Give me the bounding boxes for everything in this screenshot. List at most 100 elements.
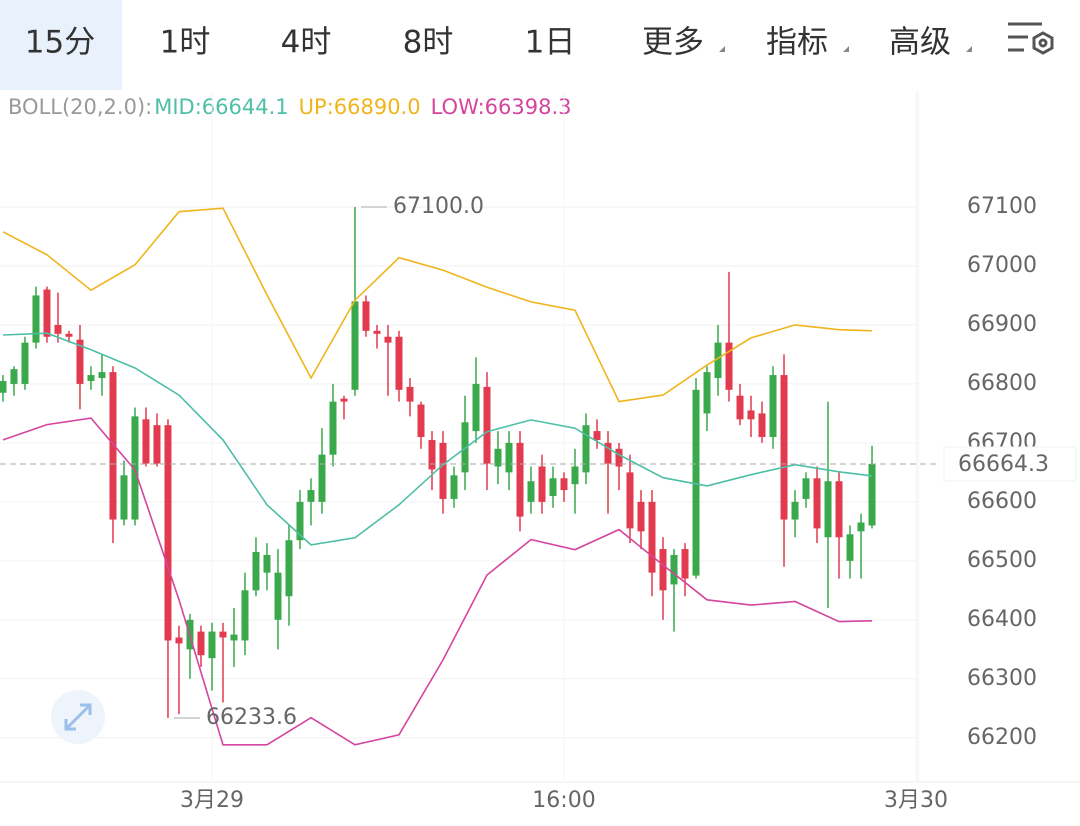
candle-body: [813, 478, 821, 529]
candle-body: [472, 383, 480, 432]
candle-body: [516, 442, 524, 517]
tab[interactable]: 1时: [160, 25, 211, 61]
y-tick-label: 66300: [967, 666, 1037, 691]
legend-label: BOLL(20,2.0):: [8, 95, 152, 119]
candle-body: [439, 442, 447, 499]
candle-body: [131, 416, 139, 520]
candle-body: [208, 631, 216, 659]
x-tick-label: 3月29: [180, 788, 244, 813]
x-tick-label: 3月30: [884, 788, 948, 813]
dropdown-arrow: [966, 46, 972, 52]
candle-body: [450, 475, 458, 499]
tab[interactable]: 指标: [766, 25, 828, 61]
selected-tab-bg: [0, 0, 122, 90]
candle-body: [120, 475, 128, 520]
tab[interactable]: 15分: [25, 25, 95, 61]
annotation-label: 66233.6: [206, 705, 297, 730]
candle-body: [725, 342, 733, 390]
candle-body: [219, 631, 227, 638]
candle-body: [582, 425, 590, 473]
candle-body: [549, 478, 557, 496]
indicator-legend: BOLL(20,2.0):MID:66644.1 UP:66890.0 LOW:66…: [8, 95, 572, 119]
candle-body: [395, 336, 403, 390]
candle-body: [32, 295, 40, 343]
boll-line: [2, 332, 873, 546]
tab[interactable]: 4时: [281, 25, 332, 61]
candle-body: [351, 301, 359, 390]
y-tick-label: 67100: [967, 194, 1037, 219]
candle-body: [802, 478, 810, 499]
legend-item: LOW:66398.3: [431, 95, 572, 119]
candle-body: [648, 501, 656, 573]
candle-body: [252, 552, 260, 591]
dropdown-arrow: [843, 46, 849, 52]
candle-body: [868, 463, 876, 526]
candle-body: [659, 549, 667, 591]
candle-body: [263, 554, 271, 573]
y-tick-label: 66500: [967, 548, 1037, 573]
legend-item: UP:66890.0: [299, 95, 421, 119]
candle-body: [0, 380, 7, 393]
candle-body: [153, 425, 161, 464]
candle-body: [747, 410, 755, 420]
candle-body: [758, 413, 766, 437]
candle-body: [494, 448, 502, 467]
candle-body: [197, 631, 205, 656]
candle-body: [593, 431, 601, 440]
candle-body: [637, 501, 645, 532]
candle-body: [681, 549, 689, 579]
candle-body: [296, 501, 304, 541]
boll-line: [2, 417, 873, 746]
candle-body: [417, 404, 425, 437]
candle-body: [384, 336, 392, 343]
dropdown-arrow: [719, 46, 725, 52]
candle-body: [835, 481, 843, 538]
tab[interactable]: 8时: [403, 25, 454, 61]
candle-body: [329, 401, 337, 455]
candle-body: [274, 572, 282, 620]
candle-body: [109, 372, 117, 520]
last-price-label: 66664.3: [958, 452, 1049, 477]
candle-body: [164, 425, 172, 641]
candle-body: [307, 490, 315, 502]
tab[interactable]: 更多: [642, 25, 704, 61]
candle-body: [43, 289, 51, 337]
boll-line: [2, 207, 873, 403]
candle-body: [538, 466, 546, 502]
candle-body: [714, 342, 722, 379]
candle-body: [615, 448, 623, 467]
candle-body: [362, 301, 370, 331]
candle-body: [428, 439, 436, 470]
tab[interactable]: 1日: [525, 25, 576, 61]
candle-body: [10, 369, 18, 384]
candle-body: [285, 540, 293, 597]
candle-body: [318, 454, 326, 502]
candle-body: [406, 386, 414, 402]
tab[interactable]: 高级: [889, 25, 951, 61]
candle-body: [142, 419, 150, 464]
candle-body: [373, 330, 381, 334]
candle-body: [175, 637, 183, 644]
last-price-box: [943, 446, 1077, 482]
candle-body: [483, 386, 491, 464]
y-tick-label: 67000: [967, 253, 1037, 278]
candle-body: [604, 442, 612, 464]
candle-body: [769, 375, 777, 437]
candle-body: [692, 389, 700, 576]
annotation-label: 67100.0: [393, 194, 484, 219]
candle-body: [703, 372, 711, 414]
candle-body: [857, 522, 865, 532]
candle-body: [76, 339, 84, 384]
candle-body: [65, 333, 73, 337]
candle-body: [571, 466, 579, 485]
candle-body: [340, 398, 348, 402]
y-tick-label: 66400: [967, 607, 1037, 632]
legend-item: MID:66644.1: [154, 95, 288, 119]
candle-body: [736, 395, 744, 420]
candle-body: [98, 372, 106, 379]
settings-icon[interactable]: [1008, 22, 1054, 55]
x-tick-label: 16:00: [532, 788, 595, 813]
y-tick-label: 66600: [967, 489, 1037, 514]
y-tick-label: 66900: [967, 312, 1037, 337]
expand-button[interactable]: [51, 690, 105, 744]
